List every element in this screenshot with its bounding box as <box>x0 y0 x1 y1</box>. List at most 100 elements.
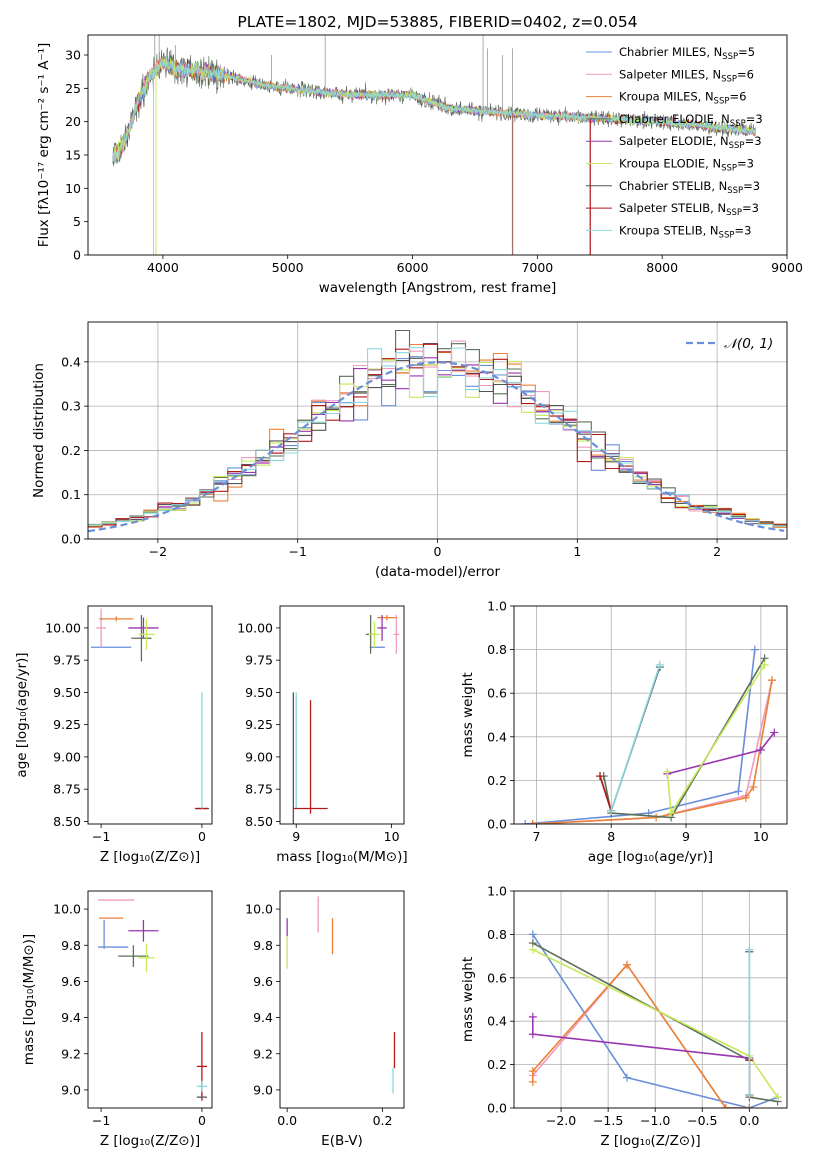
x-tick-label: 9000 <box>771 260 803 275</box>
y-tick-label: 9.6 <box>61 974 81 989</box>
x-tick-label: 9 <box>682 829 690 844</box>
weight-marker-km <box>741 793 750 802</box>
legend-entry: Kroupa STELIB, NSSP=3 <box>619 223 751 240</box>
chart-title: PLATE=1802, MJD=53885, FIBERID=0402, z=0… <box>237 13 637 31</box>
weight-marker-se <box>528 1012 537 1021</box>
weight-line-se <box>532 1016 750 1059</box>
histogram-ss <box>88 343 787 528</box>
x-tick-label: 8 <box>607 829 615 844</box>
weight-marker-km <box>528 1067 537 1076</box>
y-axis-label: mass weight <box>460 672 476 757</box>
x-tick-label: 0.0 <box>739 1113 759 1128</box>
y-tick-label: 9.6 <box>253 974 273 989</box>
y-tick-label: 0.8 <box>487 927 507 942</box>
y-tick-label: 0.4 <box>487 729 507 744</box>
x-axis-label: wavelength [Angstrom, rest frame] <box>319 280 557 296</box>
weight-marker-km <box>768 676 777 685</box>
y-tick-label: 0.2 <box>487 773 507 788</box>
y-tick-label: 9.50 <box>245 685 273 700</box>
legend-entry: 𝒩(0, 1) <box>724 336 773 352</box>
x-tick-label: 0.2 <box>373 1113 393 1128</box>
y-tick-label: 8.75 <box>245 782 273 797</box>
x-tick-label: 7000 <box>521 260 553 275</box>
weight-marker-cm <box>528 930 537 939</box>
legend-entry: Kroupa MILES, NSSP=6 <box>619 90 746 107</box>
y-tick-label: 0.2 <box>61 443 81 458</box>
y-tick-label: 0.6 <box>487 970 507 985</box>
residuals-frame <box>87 321 788 540</box>
weight-marker-cm <box>521 820 530 824</box>
x-tick-label: −2 <box>149 544 167 559</box>
gaussian-curve <box>88 361 785 533</box>
spectrum-line-ks <box>112 55 756 164</box>
x-tick-label: 10 <box>384 829 400 844</box>
y-tick-label: 30 <box>65 48 81 63</box>
weight-marker-ke <box>667 809 676 818</box>
legend-entry: Chabrier MILES, NSSP=5 <box>619 45 755 62</box>
y-axis-label: Normed distribution <box>31 363 47 498</box>
weight-marker-cm <box>750 645 759 654</box>
y-tick-label: 0.8 <box>487 642 507 657</box>
weight-line-ss <box>599 775 612 812</box>
weight_vs_age-axes: 7 8 9 10 0.0 0.2 0.4 0.6 0.8 1.0 age [log₁₀(age/yr… <box>460 599 787 865</box>
y-axis-label: mass [log₁₀(M/M⊙)] <box>21 934 37 1065</box>
x-tick-label: −1 <box>288 544 306 559</box>
y-tick-label: 9.0 <box>253 1082 273 1097</box>
y-tick-label: 9.00 <box>53 749 81 764</box>
weight-marker-ks <box>607 806 616 815</box>
x-tick-label: −1 <box>92 829 110 844</box>
mass_vs_ebv-frame <box>279 890 405 1109</box>
x-tick-label: 0 <box>434 544 442 559</box>
weight-marker-ke <box>760 660 769 669</box>
legend-entry: Salpeter STELIB, NSSP=3 <box>619 201 759 218</box>
y-tick-label: 9.2 <box>253 1046 273 1061</box>
y-tick-label: 9.8 <box>61 938 81 953</box>
weight-marker-km <box>652 813 661 822</box>
x-tick-label: 0 <box>198 1113 206 1128</box>
x-tick-label: 10 <box>753 829 769 844</box>
y-tick-label: 9.25 <box>53 717 81 732</box>
weight-marker-km <box>622 960 631 969</box>
y-tick-label: 9.50 <box>53 685 81 700</box>
y-tick-label: 1.0 <box>487 884 507 899</box>
weight-line-km <box>532 679 773 824</box>
weight-line-cs <box>599 666 661 814</box>
y-tick-label: 8.75 <box>53 782 81 797</box>
y-tick-label: 9.4 <box>253 1010 273 1025</box>
y-tick-label: 0.0 <box>487 817 507 832</box>
y-tick-label: 9.8 <box>253 938 273 953</box>
weight-marker-se <box>528 1030 537 1039</box>
weight_vs_z-frame <box>513 890 788 1109</box>
x-tick-label: 9 <box>292 829 300 844</box>
x-tick-label: 0.0 <box>277 1113 297 1128</box>
weight-marker-cm <box>622 1073 631 1082</box>
y-tick-label: 10.00 <box>45 620 81 635</box>
legend-entry: Chabrier STELIB, NSSP=3 <box>619 179 760 196</box>
y-tick-label: 9.75 <box>53 653 81 668</box>
x-tick-label: 5000 <box>272 260 304 275</box>
y-tick-label: 0.2 <box>487 1057 507 1072</box>
y-tick-label: 8.50 <box>245 814 273 829</box>
weight-line-cm <box>532 933 778 1108</box>
y-tick-label: 25 <box>65 81 81 96</box>
weight-marker-km <box>749 782 758 791</box>
x-axis-label: Z [log₁₀(Z/Z⊙)] <box>600 1133 700 1149</box>
legend-entry: Salpeter ELODIE, NSSP=3 <box>619 134 762 151</box>
y-tick-label: 0.1 <box>61 487 81 502</box>
weight-marker-km <box>528 820 537 824</box>
x-tick-label: 4000 <box>147 260 179 275</box>
weight-marker-km <box>745 1104 754 1108</box>
weight-marker-ks <box>655 660 664 669</box>
weight-marker-ss <box>596 772 605 781</box>
x-axis-label: E(B-V) <box>321 1133 363 1149</box>
y-tick-label: 0.0 <box>487 1101 507 1116</box>
weight-marker-se <box>770 728 779 737</box>
age_vs_mass-frame <box>279 605 405 825</box>
y-axis-label: mass weight <box>460 957 476 1042</box>
spectrum-line-ke <box>112 56 756 162</box>
y-tick-label: 9.75 <box>245 653 273 668</box>
age_vs_z-frame <box>87 605 213 825</box>
spectrum-axes: 4000 5000 6000 7000 8000 9000 0 5 10 15 20 25 30 wave… <box>36 13 803 296</box>
y-tick-label: 9.2 <box>61 1046 81 1061</box>
y-tick-label: 9.25 <box>245 717 273 732</box>
